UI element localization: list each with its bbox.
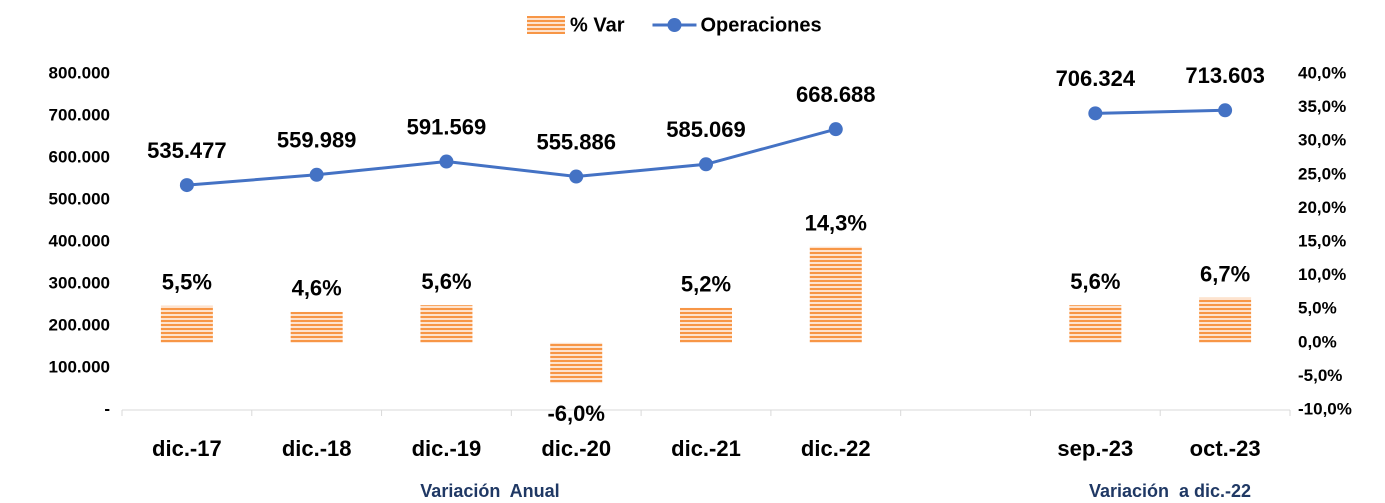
line-marker: [699, 157, 713, 172]
line-marker: [1218, 103, 1233, 118]
bar: [290, 311, 343, 343]
x-tick-label: dic.-20: [541, 436, 611, 461]
legend-swatch: [667, 18, 682, 32]
bar: [550, 342, 603, 384]
x-tick-label: dic.-18: [282, 436, 352, 461]
line: [186, 108, 1226, 187]
data-label: -6,0%: [547, 401, 604, 426]
annotation: Variación a dic.-22: [1089, 481, 1251, 501]
y2-tick-label: 25,0%: [1298, 164, 1346, 183]
data-label: 559.989: [277, 128, 357, 153]
y2-tick-label: 40,0%: [1298, 63, 1346, 82]
y2-tick-label: 30,0%: [1298, 131, 1346, 150]
data-label: 5,6%: [421, 269, 471, 294]
x-tick-label: dic.-21: [671, 436, 741, 461]
data-label: 706.324: [1056, 66, 1136, 91]
x-tick-label: sep.-23: [1057, 436, 1133, 461]
data-label: 5,6%: [1070, 269, 1120, 294]
y-tick-label: 300.000: [49, 273, 110, 292]
legend-label: % Var: [570, 14, 625, 36]
x-tick-label: dic.-17: [152, 436, 222, 461]
bar: [160, 305, 213, 343]
y2-tick-label: -10,0%: [1298, 399, 1352, 418]
line-marker: [569, 169, 584, 184]
bar: [1199, 297, 1252, 343]
y-tick-label: -: [104, 399, 110, 418]
x-tick-label: oct.-23: [1190, 436, 1261, 461]
y-tick-label: 400.000: [49, 231, 110, 250]
data-label: 555.886: [536, 129, 616, 154]
y2-tick-label: 15,0%: [1298, 231, 1346, 250]
data-label: 668.688: [796, 82, 876, 107]
line-marker: [439, 154, 454, 169]
data-label: 585.069: [666, 117, 746, 142]
data-label: 6,7%: [1200, 262, 1250, 287]
x-tick-label: dic.-22: [801, 436, 871, 461]
data-label: 591.569: [407, 114, 487, 139]
line-marker: [1088, 106, 1103, 121]
bar: [1069, 305, 1122, 343]
y2-tick-label: 20,0%: [1298, 198, 1346, 217]
data-label: 4,6%: [292, 276, 342, 301]
data-label: 713.603: [1185, 63, 1265, 88]
legend-swatch: [527, 16, 565, 34]
annotation: Variación Anual: [420, 481, 559, 501]
x-tick-label: dic.-19: [412, 436, 482, 461]
bar: [680, 307, 732, 343]
line-marker: [309, 167, 324, 182]
y-tick-label: 500.000: [49, 189, 110, 208]
y2-tick-label: -5,0%: [1298, 366, 1342, 385]
line-marker: [828, 122, 843, 137]
data-label: 5,5%: [162, 270, 212, 295]
y-tick-label: 600.000: [49, 147, 110, 166]
y-tick-label: 800.000: [49, 63, 110, 82]
y-tick-label: 700.000: [49, 105, 110, 124]
data-label: 5,2%: [681, 272, 731, 297]
data-label: 535.477: [147, 138, 227, 163]
y2-tick-label: 35,0%: [1298, 97, 1346, 116]
line-marker: [179, 178, 194, 193]
bar: [420, 305, 473, 343]
legend-label: Operaciones: [700, 14, 821, 36]
y2-tick-label: 10,0%: [1298, 265, 1346, 284]
bar: [809, 246, 862, 343]
data-label: 14,3%: [805, 211, 867, 236]
y2-tick-label: 0,0%: [1298, 332, 1337, 351]
y2-tick-label: 5,0%: [1298, 299, 1337, 318]
y-tick-label: 200.000: [49, 315, 110, 334]
y-tick-label: 100.000: [49, 357, 110, 376]
